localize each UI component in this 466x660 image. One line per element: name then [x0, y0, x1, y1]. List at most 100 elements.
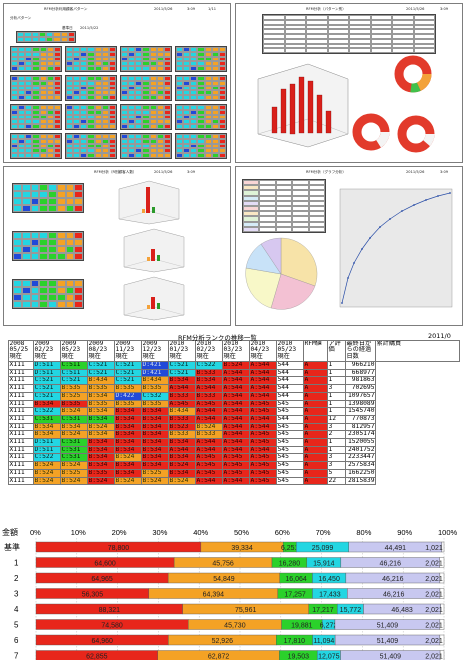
data-label: 56,305: [82, 591, 104, 598]
graph-table: [242, 179, 326, 233]
table-cell: C:521: [114, 368, 142, 378]
table-cell: A:544: [249, 368, 277, 378]
panel-title: RFM分析（グラフ分析）: [306, 170, 347, 174]
row-label-header: 金額: [2, 527, 18, 537]
table-cell: B:535: [141, 399, 169, 409]
table-cell: A:544: [222, 445, 250, 455]
table-cell: D:422: [114, 391, 142, 401]
table-cell: A:544: [249, 384, 277, 393]
table-cell: 3: [327, 461, 346, 470]
table-cell: B:534: [33, 422, 61, 432]
table-row: X111 D:511 C:511 C:521 C:521 D:421 C:521 B:533 A…: [8, 368, 460, 378]
total-column-header: 累計購買: [375, 340, 460, 362]
data-label: 2,021: [425, 576, 443, 583]
header-line: 2010: [250, 340, 266, 347]
panel-date: 2011/5/26: [406, 7, 425, 11]
table-cell: 545: [276, 407, 304, 416]
table-cell: B:535: [60, 384, 88, 393]
report-panel-patterns: RFM分析利用顧客パターン 2011/5/26 3:09 1/11 分析パターン…: [3, 3, 231, 163]
data-label: 2,021: [425, 653, 443, 660]
panel-title: RFM分析（パターン別）: [306, 7, 346, 11]
table-cell: B:524: [168, 476, 196, 486]
table-cell: A:545: [222, 453, 250, 463]
table-cell: 1: [327, 438, 346, 447]
x-tick-label: 90%: [397, 528, 412, 537]
table-cell: A: [303, 399, 328, 409]
header-line: 現在: [61, 352, 74, 360]
table-cell: B:535: [87, 468, 115, 478]
category-label: 1: [14, 559, 19, 568]
table-cell: 1520055: [345, 438, 376, 447]
x-tick-label: 50%: [234, 528, 249, 537]
header-line: 05/23: [61, 346, 81, 354]
table-cell: C:531: [60, 445, 88, 455]
header-line: 02/23: [34, 346, 54, 354]
header-line: 2009: [61, 340, 77, 347]
table-cell: 544: [276, 391, 304, 401]
table-cell: 545: [276, 453, 304, 463]
table-cell: A: [303, 407, 328, 416]
date-column-header: 2010 01/23 現在: [168, 340, 196, 362]
date-column-header: 2009 05/23 現在: [60, 340, 88, 362]
table-cell: A: [303, 453, 328, 463]
table-cell: 544: [276, 414, 304, 424]
pie-chart: [245, 237, 318, 310]
table-cell: C:522: [195, 361, 223, 370]
rank-transition-table: 2008 05/25 現在 2009 02/23 現在 2009 05/23 現在 2009 08/…: [8, 340, 460, 486]
stack-segment: [441, 541, 445, 553]
table-cell: B:534: [87, 414, 115, 424]
table-cell: 981863: [345, 376, 376, 386]
table-cell: B:534: [114, 407, 142, 416]
table-cell: B:534: [141, 414, 169, 424]
table-cell: A:544: [222, 476, 250, 486]
table-cell: B:523: [168, 422, 196, 432]
table-cell: A:545: [249, 399, 277, 409]
header-line: 05/23: [277, 346, 297, 354]
header-line: 現在: [223, 352, 236, 360]
table-cell: C:521: [87, 361, 115, 370]
table-cell: B:535: [87, 399, 115, 409]
table-cell: 812957: [345, 422, 376, 432]
table-cell: A:544: [249, 361, 277, 370]
table-cell: B:534: [114, 430, 142, 440]
panel-date: 2011/5/26: [154, 7, 173, 11]
table-cell: A: [303, 430, 328, 440]
table-cell: 12: [327, 414, 346, 424]
table-cell: B:533: [195, 368, 223, 378]
table-cell: B:534: [114, 461, 142, 470]
report-panel-pattern-charts: RFM分析（パターン別） 2011/5/26 3:09: [235, 3, 463, 163]
stack-segment: [439, 650, 445, 660]
table-cell: B:533: [168, 414, 196, 424]
table-cell: B:534: [87, 453, 115, 463]
table-cell: A:544: [222, 376, 250, 386]
table-cell: C:531: [60, 414, 88, 424]
table-cell: B:535: [60, 399, 88, 409]
table-cell: B:534: [168, 438, 196, 447]
table-cell: A:544: [195, 407, 223, 416]
table-row: X111 C:531 C:531 B:534 B:534 B:534 B:533 A:544 A…: [8, 414, 460, 424]
r-grid: [12, 231, 84, 261]
base-date-label: 基準日: [62, 26, 73, 30]
header-line: 08/23: [88, 346, 108, 354]
pattern-grid: [175, 75, 227, 101]
table-row: X111 B:524 B:524 B:534 B:534 B:534 B:524 A:545 A…: [8, 461, 460, 470]
data-label: 2,021: [425, 622, 443, 629]
header-line: 現在: [277, 352, 290, 360]
category-label: 4: [14, 605, 19, 614]
data-label: 62,855: [86, 653, 108, 660]
pattern-grid: [65, 75, 117, 101]
table-cell: B:534: [114, 414, 142, 424]
table-cell: B:535: [114, 384, 142, 393]
table-cell: B:434: [87, 376, 115, 386]
data-label: 64,600: [94, 560, 116, 567]
category-label: 7: [14, 652, 19, 660]
table-cell: A:544: [222, 422, 250, 432]
table-cell: B:534: [141, 438, 169, 447]
table-cell: B:534: [141, 407, 169, 416]
table-cell: B:534: [141, 430, 169, 440]
data-label: 11,094: [313, 638, 334, 645]
header-line: 2009: [142, 340, 158, 347]
table-cell: C:522: [33, 453, 61, 463]
table-cell: D:421: [141, 361, 169, 370]
report-panel-graph: RFM分析（グラフ分析） 2011/5/26 3:09: [235, 166, 463, 326]
